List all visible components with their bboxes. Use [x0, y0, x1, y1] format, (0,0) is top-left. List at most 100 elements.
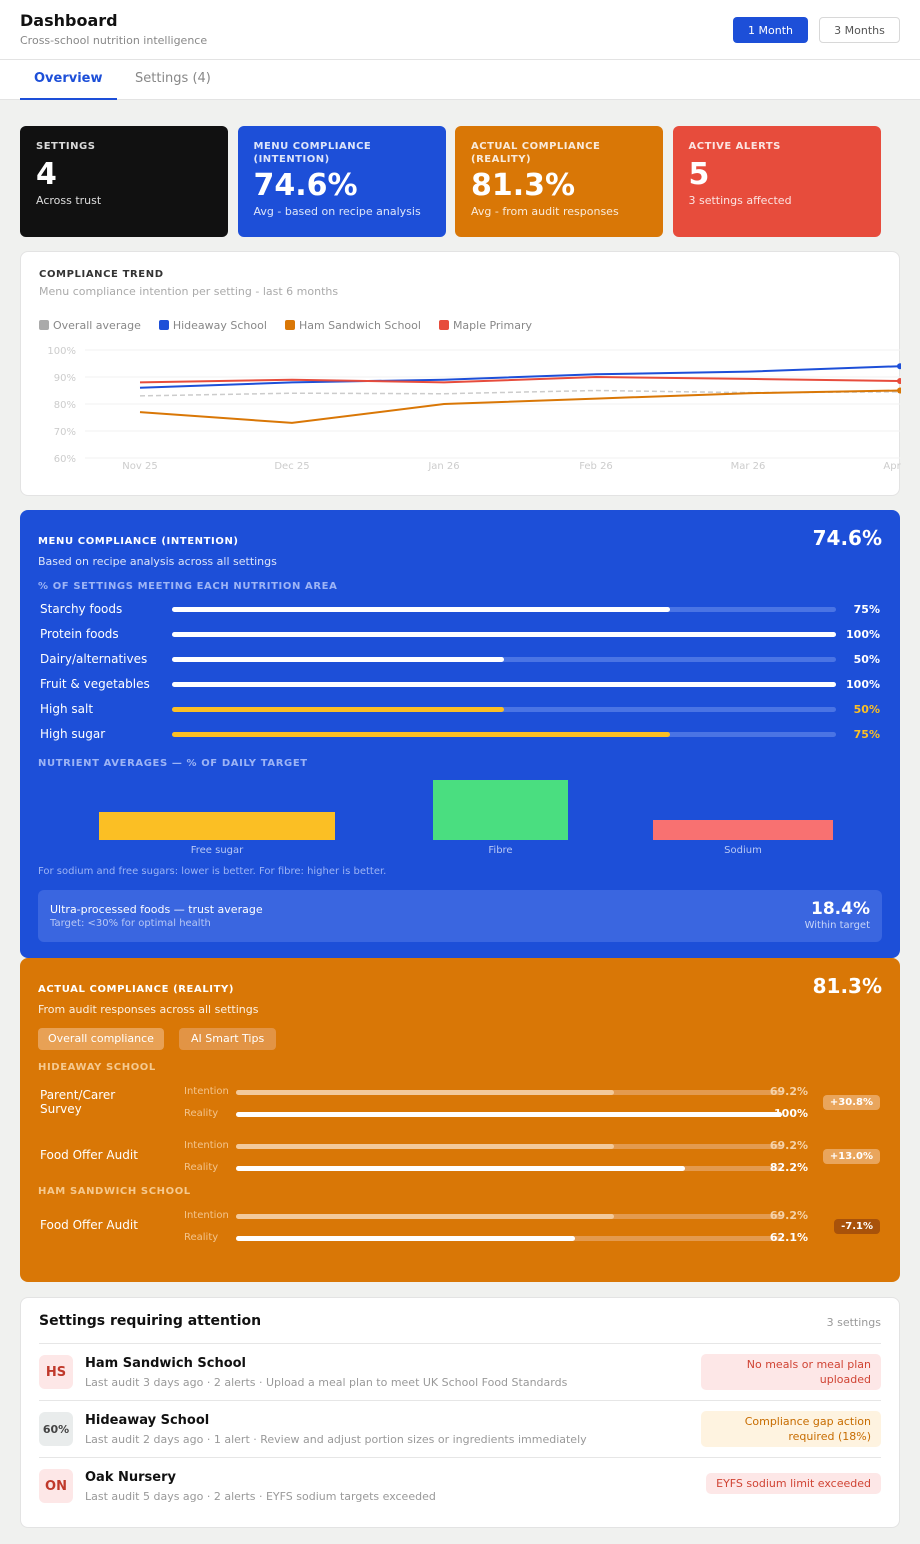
menu-value: 74.6% [812, 526, 882, 550]
stat-caption: 3 settings affected [688, 194, 792, 207]
nutrient-bar [653, 820, 833, 840]
series-line [139, 375, 901, 384]
stat-card: ACTIVE ALERTS 5 3 settings affected [672, 126, 881, 237]
area-label: Starchy foods [40, 602, 123, 616]
actual-compliance-panel: ACTUAL COMPLIANCE (REALITY) 81.3% From a… [20, 958, 900, 1282]
reality-bar-fill [236, 1112, 782, 1117]
area-bar-fill [172, 707, 504, 712]
area-bar [172, 632, 836, 637]
y-tick-label: 90% [54, 373, 76, 384]
trend-chart: 100% 90% 80% 70% 60% Nov 25 Dec 25 Jan 26 Feb 26… [47, 346, 901, 472]
area-value: 75% [853, 603, 880, 616]
reality-label: Reality [184, 1232, 219, 1243]
setting-avatar: 60% [39, 1412, 73, 1446]
page-title: Dashboard [20, 11, 118, 30]
intention-value: 69.2% [769, 1209, 808, 1222]
y-tick-label: 60% [54, 454, 76, 465]
stat-caption: Avg - from audit responses [471, 205, 619, 218]
intention-label: Intention [184, 1140, 229, 1151]
attention-item[interactable]: ON Oak Nursery Last audit 5 days ago · 2… [39, 1457, 881, 1514]
stat-value: 4 [36, 157, 57, 192]
stat-caption: Across trust [36, 194, 102, 207]
reality-value: 82.2% [769, 1161, 808, 1174]
x-tick-label: Dec 25 [274, 461, 309, 472]
delta-badge: -7.1% [834, 1219, 880, 1234]
stat-card: SETTINGS 4 Across trust [20, 126, 228, 237]
range-3-months-button[interactable]: 3 Months [819, 17, 900, 43]
tab-overview[interactable]: Overview [20, 60, 117, 100]
upf-box: Ultra-processed foods — trust average Ta… [38, 890, 882, 942]
legend-item[interactable]: Hideaway School [158, 319, 267, 332]
areas-title: % OF SETTINGS MEETING EACH NUTRITION ARE… [38, 581, 338, 592]
stat-label: ACTUAL COMPLIANCE (REALITY) [471, 141, 601, 165]
setting-name: Hideaway School [85, 1413, 210, 1428]
area-label: High salt [40, 702, 94, 716]
series-line [139, 389, 901, 424]
area-value: 50% [853, 653, 880, 666]
area-label: High sugar [40, 727, 106, 741]
intention-bar-fill [236, 1144, 614, 1149]
intention-bar [236, 1214, 782, 1219]
nutrients-note: For sodium and free sugars: lower is bet… [38, 866, 387, 877]
series-line [139, 365, 901, 389]
reality-bar [236, 1166, 782, 1171]
area-bar [172, 682, 836, 687]
intention-bar-fill [236, 1090, 614, 1095]
legend-label: Maple Primary [452, 318, 532, 332]
chart-legend: Overall average Hideaway School Ham Sandwi… [39, 315, 550, 334]
legend-swatch [438, 320, 449, 330]
header: Dashboard Cross-school nutrition intelli… [0, 0, 920, 60]
y-tick-label: 80% [54, 400, 76, 411]
area-bar-fill [172, 732, 670, 737]
tab-settings[interactable]: Settings (4) [135, 71, 211, 86]
area-bar-fill [172, 607, 670, 612]
actual-subtitle: From audit responses across all settings [38, 1003, 259, 1016]
overall-compliance-button[interactable]: Overall compliance [38, 1028, 164, 1050]
delta-badge: +30.8% [822, 1095, 880, 1110]
attention-card: Settings requiring attention 3 settings … [20, 1297, 900, 1528]
compliance-trend-card: COMPLIANCE TREND Menu compliance intenti… [20, 251, 901, 496]
y-tick-label: 70% [54, 427, 76, 438]
legend-item[interactable]: Ham Sandwich School [284, 319, 421, 332]
audit-label: Parent/Carer Survey [40, 1088, 116, 1116]
menu-title: MENU COMPLIANCE (INTENTION) [38, 536, 239, 547]
intention-bar [236, 1090, 782, 1095]
setting-detail: Last audit 3 days ago · 2 alerts · Uploa… [85, 1376, 568, 1389]
stat-card: MENU COMPLIANCE (INTENTION) 74.6% Avg - … [237, 126, 446, 237]
legend-item[interactable]: Overall average [39, 319, 141, 332]
reality-value: 62.1% [769, 1231, 808, 1244]
attention-item[interactable]: 60% Hideaway School Last audit 2 days ag… [39, 1400, 881, 1457]
reality-bar [236, 1236, 782, 1241]
attention-title: Settings requiring attention [39, 1313, 262, 1329]
nutrition-area-row: High sugar 75% [40, 726, 880, 746]
trend-title: COMPLIANCE TREND [39, 269, 164, 280]
area-label: Protein foods [40, 627, 119, 641]
nutrition-area-row: Protein foods 100% [40, 626, 880, 646]
page-subtitle: Cross-school nutrition intelligence [20, 34, 208, 47]
series-end-point [897, 363, 901, 370]
attention-item[interactable]: HS Ham Sandwich School Last audit 3 days… [39, 1343, 881, 1400]
area-bar [172, 732, 836, 737]
setting-avatar: HS [39, 1355, 73, 1389]
menu-compliance-panel: MENU COMPLIANCE (INTENTION) 74.6% Based … [20, 510, 900, 958]
menu-subtitle: Based on recipe analysis across all sett… [38, 555, 277, 568]
audit-row: Food Offer Audit Intention 69.2% Reality … [40, 1136, 880, 1182]
area-label: Dairy/alternatives [40, 652, 148, 666]
setting-detail: Last audit 5 days ago · 2 alerts · EYFS … [85, 1490, 436, 1503]
area-bar [172, 657, 836, 662]
intention-label: Intention [184, 1086, 229, 1097]
upf-target: Target: <30% for optimal health [50, 918, 211, 929]
nutrition-area-row: Starchy foods 75% [40, 601, 880, 621]
nutrition-area-row: Fruit & vegetables 100% [40, 676, 880, 696]
area-bar-fill [172, 632, 836, 637]
intention-bar-fill [236, 1214, 614, 1219]
upf-value: 18.4% [811, 899, 870, 919]
ai-smart-tips-button[interactable]: AI Smart Tips [179, 1028, 277, 1050]
reality-label: Reality [184, 1108, 219, 1119]
legend-item[interactable]: Maple Primary [438, 318, 532, 332]
setting-avatar: ON [39, 1469, 73, 1503]
x-tick-label: Nov 25 [122, 461, 157, 472]
nutrient-label: Fibre [488, 845, 513, 856]
intention-value: 69.2% [769, 1085, 808, 1098]
range-1-month-button[interactable]: 1 Month [733, 17, 808, 43]
